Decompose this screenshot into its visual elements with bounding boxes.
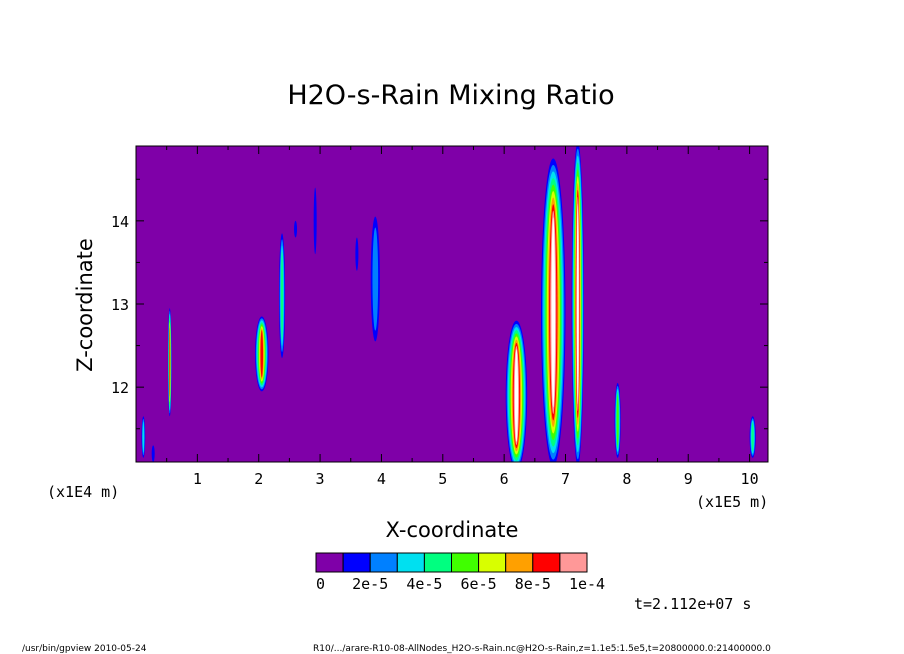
footer-left: /usr/bin/gpview 2010-05-24 — [22, 644, 147, 654]
chart-title: H2O-s-Rain Mixing Ratio — [287, 80, 614, 111]
contour-feature — [505, 320, 528, 462]
contour-feature — [370, 216, 380, 342]
colorbar-swatch — [532, 552, 561, 573]
y-tick-label: 14 — [111, 213, 129, 231]
plot-background — [136, 146, 768, 462]
contour-feature — [614, 383, 621, 458]
colorbar-label: 2e-5 — [352, 575, 388, 593]
contour-features — [141, 146, 756, 462]
contour-level-1 — [151, 445, 155, 462]
y-tick-label: 13 — [111, 296, 129, 314]
x-tick-label: 2 — [254, 470, 263, 488]
plot-area — [135, 145, 769, 463]
colorbar-labels: 0 2e-5 4e-5 6e-5 8e-5 1e-4 — [316, 575, 605, 593]
contour-feature — [278, 233, 286, 359]
colorbar-swatch — [505, 552, 534, 573]
x-axis-ticks: 1 2 3 4 5 6 7 8 9 10 — [166, 146, 759, 488]
contour-level-1 — [294, 220, 298, 238]
contour-level-10 — [551, 217, 556, 408]
x-tick-label: 1 — [193, 470, 202, 488]
contour-level-10 — [514, 349, 519, 442]
contour-level-1 — [313, 187, 317, 255]
x-tick-label: 3 — [316, 470, 325, 488]
y-tick-label: 12 — [111, 379, 129, 397]
time-label: t=2.112e+07 s — [634, 595, 751, 613]
colorbar — [315, 552, 588, 573]
colorbar-swatch — [559, 552, 588, 573]
colorbar-label: 0 — [316, 575, 325, 593]
colorbar-swatch — [423, 552, 452, 573]
colorbar-swatch — [342, 552, 371, 573]
contour-level-10 — [576, 203, 579, 405]
x-tick-label: 4 — [377, 470, 386, 488]
colorbar-swatch — [396, 552, 425, 573]
colorbar-swatch — [451, 552, 480, 573]
y-axis-label: Z-coordinate — [73, 238, 97, 372]
colorbar-swatch — [315, 552, 344, 573]
contour-feature — [355, 237, 359, 271]
contour-feature — [294, 220, 298, 238]
contour-level-1 — [355, 237, 359, 271]
contour-level-4 — [751, 422, 754, 452]
y-scale-label: (x1E4 m) — [47, 483, 119, 501]
x-tick-label: 8 — [622, 470, 631, 488]
contour-level-8 — [169, 327, 171, 397]
contour-level-8 — [260, 330, 264, 378]
colorbar-label: 4e-5 — [406, 575, 442, 593]
contour-feature — [151, 445, 155, 462]
x-tick-label: 10 — [741, 470, 759, 488]
contour-feature — [141, 416, 146, 458]
contour-feature — [313, 187, 317, 255]
contour-feature — [255, 316, 269, 392]
contour-level-3 — [142, 421, 145, 453]
colorbar-swatch — [369, 552, 398, 573]
x-scale-label: (x1E5 m) — [696, 493, 768, 511]
colorbar-label: 6e-5 — [461, 575, 497, 593]
colorbar-swatch — [478, 552, 507, 573]
x-tick-label: 5 — [438, 470, 447, 488]
contour-level-2 — [372, 227, 379, 331]
x-tick-label: 7 — [561, 470, 570, 488]
contour-feature — [749, 416, 756, 458]
footer-right: R10/.../arare-R10-08-AllNodes_H2O-s-Rain… — [313, 644, 771, 654]
colorbar-label: 8e-5 — [515, 575, 551, 593]
colorbar-label: 1e-4 — [569, 575, 605, 593]
contour-level-5 — [616, 395, 619, 446]
y-axis-ticks: 12 13 14 — [111, 178, 768, 430]
contour-level-4 — [280, 251, 284, 340]
contour-feature — [571, 146, 584, 462]
contour-feature — [167, 308, 172, 417]
x-tick-label: 9 — [684, 470, 693, 488]
x-tick-label: 6 — [500, 470, 509, 488]
x-axis-label: X-coordinate — [386, 518, 519, 542]
contour-feature — [540, 158, 566, 462]
